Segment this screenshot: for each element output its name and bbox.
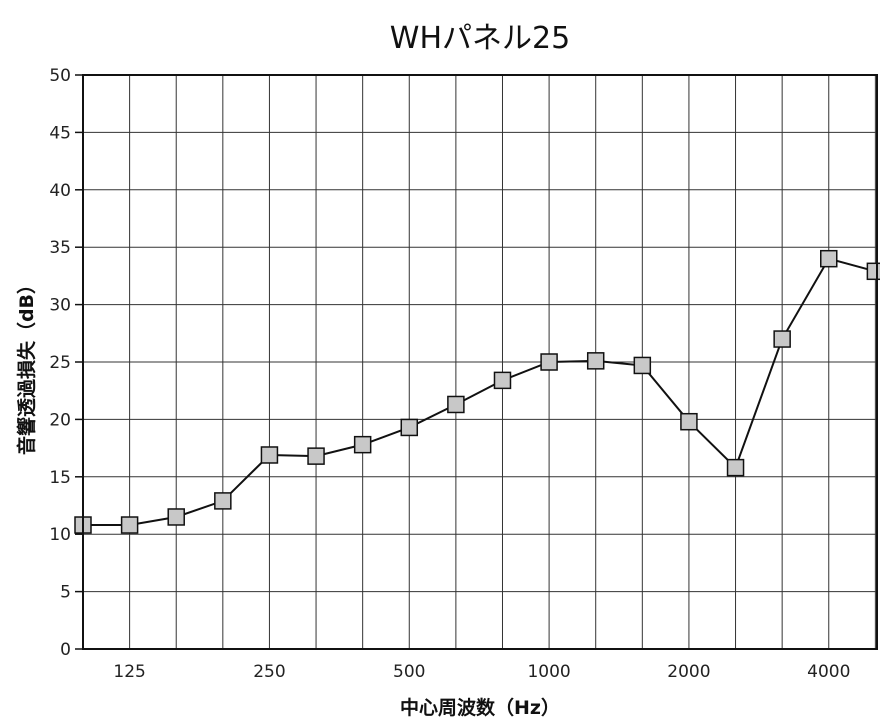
- y-tick-label: 40: [49, 181, 71, 201]
- y-tick-label: 30: [49, 296, 71, 316]
- y-tick-label: 25: [49, 353, 71, 373]
- y-tick-label: 15: [49, 468, 71, 488]
- x-tick-label: 125: [113, 662, 145, 682]
- data-point-marker: [120, 516, 139, 534]
- data-point-marker: [400, 418, 419, 437]
- y-tick-label: 0: [60, 640, 71, 660]
- x-tick-label: 500: [393, 662, 425, 682]
- data-point-marker: [540, 353, 558, 371]
- y-tick-label: 50: [49, 66, 71, 86]
- data-point-marker: [820, 249, 838, 268]
- data-point-marker: [307, 447, 325, 465]
- y-axis-label: 音響透過損失（dB）: [15, 275, 38, 455]
- y-axis-ticks: 0 5 10 15 20 25 30 35 40 45 50: [49, 66, 83, 660]
- data-point-marker: [493, 371, 512, 390]
- y-tick-label: 45: [49, 123, 71, 143]
- data-point-marker: [447, 395, 465, 414]
- data-point-marker: [586, 352, 605, 370]
- y-tick-label: 5: [60, 583, 71, 603]
- data-point-marker: [726, 458, 745, 477]
- data-point-marker: [214, 492, 232, 510]
- data-point-marker: [680, 412, 698, 431]
- chart-title: WHパネル25: [390, 21, 570, 56]
- y-tick-label: 35: [49, 238, 71, 258]
- y-tick-label: 10: [49, 525, 71, 545]
- x-tick-label: 2000: [667, 662, 710, 682]
- x-tick-label: 1000: [527, 662, 570, 682]
- data-point-marker: [866, 262, 880, 281]
- data-point-marker: [633, 356, 652, 375]
- grid: [83, 74, 877, 650]
- x-axis-ticks: 125 250 500 1000 2000 4000: [113, 662, 850, 682]
- plot-frame: [82, 74, 878, 650]
- x-tick-label: 250: [253, 662, 285, 682]
- data-point-marker: [260, 446, 279, 464]
- data-point-marker: [353, 435, 372, 454]
- data-point-marker: [773, 330, 791, 348]
- x-axis-label: 中心周波数（Hz）: [400, 696, 560, 719]
- series-layer: [74, 249, 880, 534]
- x-tick-label: 4000: [807, 662, 850, 682]
- y-tick-label: 20: [49, 410, 71, 430]
- series-line: [83, 257, 876, 527]
- data-point-marker: [167, 508, 185, 526]
